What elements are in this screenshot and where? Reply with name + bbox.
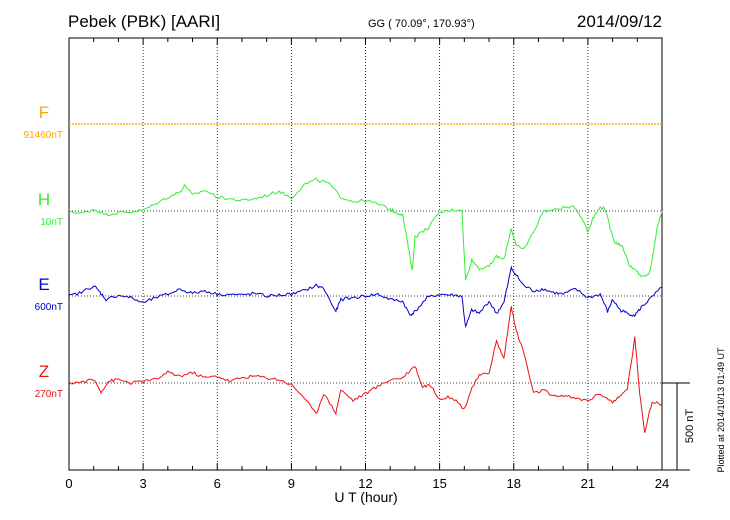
series-baseline-h: 10nT bbox=[40, 217, 63, 228]
series-labels: F 91460nT H 10nT E 600nT Z 270nT bbox=[24, 103, 63, 400]
scale-bar: 500 nT bbox=[662, 382, 696, 471]
x-tick-label: 6 bbox=[214, 476, 221, 491]
x-tick-label: 0 bbox=[65, 476, 72, 491]
gridlines bbox=[69, 38, 662, 470]
series-baseline-z: 270nT bbox=[35, 389, 63, 400]
series-line-h bbox=[68, 177, 663, 281]
series-baseline-f: 91460nT bbox=[24, 130, 63, 141]
series-label-e: E bbox=[38, 275, 49, 294]
x-tick-label: 21 bbox=[581, 476, 595, 491]
x-tick-label: 12 bbox=[358, 476, 372, 491]
series-group bbox=[68, 123, 663, 433]
series-baseline-e: 600nT bbox=[35, 302, 63, 313]
station-title: Pebek (PBK) [AARI] bbox=[68, 12, 220, 31]
x-tick-label: 3 bbox=[140, 476, 147, 491]
series-label-f: F bbox=[39, 103, 49, 122]
series-label-h: H bbox=[38, 190, 50, 209]
x-tick-label: 9 bbox=[288, 476, 295, 491]
chart-date: 2014/09/12 bbox=[577, 12, 662, 31]
x-tick-label: 24 bbox=[655, 476, 669, 491]
series-label-z: Z bbox=[39, 362, 49, 381]
series-line-z bbox=[68, 306, 663, 433]
x-axis-title: U T (hour) bbox=[334, 489, 397, 505]
plotted-at-note: Plotted at 2014/10/13 01:49 UT bbox=[716, 347, 726, 473]
x-tick-label: 15 bbox=[432, 476, 446, 491]
series-line-e bbox=[69, 265, 663, 328]
x-axis-ticks: 0 3 6 9 12 15 18 21 24 bbox=[65, 38, 669, 491]
x-tick-label: 18 bbox=[507, 476, 521, 491]
scale-bar-label: 500 nT bbox=[684, 409, 696, 444]
geographic-coords: GG ( 70.09°, 170.93°) bbox=[368, 18, 475, 30]
